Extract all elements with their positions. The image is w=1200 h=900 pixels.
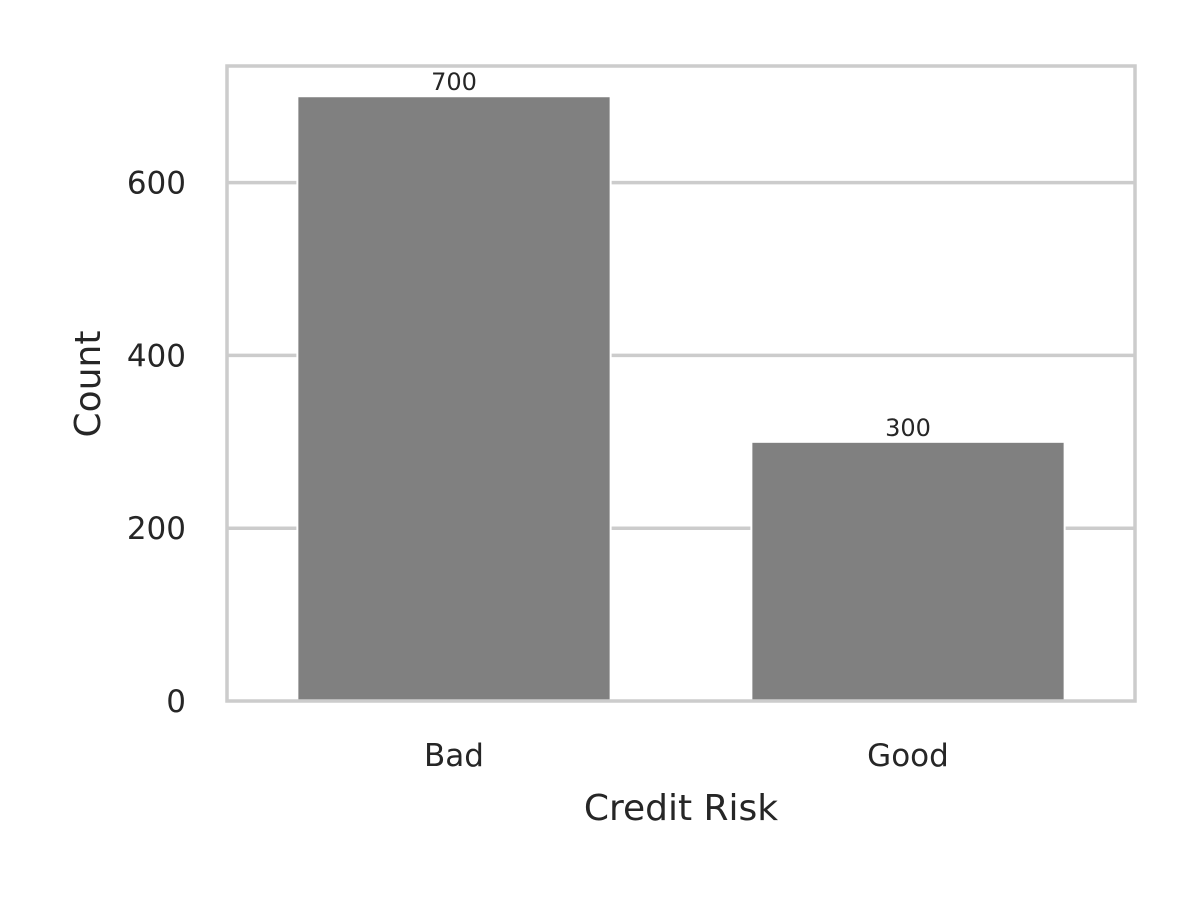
y-tick-label: 200 (127, 511, 186, 547)
data-label-good: 300 (885, 414, 931, 442)
y-tick-label: 600 (127, 166, 186, 202)
y-tick-label: 0 (166, 684, 186, 720)
x-tick-label-bad: Bad (424, 738, 484, 774)
x-axis-label: Credit Risk (584, 788, 778, 829)
y-axis-label: Count (68, 331, 109, 438)
plot-frame (225, 64, 1137, 703)
bar-good (750, 440, 1066, 702)
bars (296, 95, 1066, 702)
x-tick-labels: Bad Good (424, 738, 949, 774)
x-tick-label-good: Good (867, 738, 949, 774)
plot-frame-border (225, 64, 1137, 703)
y-tick-label: 400 (127, 338, 186, 374)
data-labels: 700 300 (431, 68, 931, 442)
y-tick-labels: 0 200 400 600 (127, 166, 186, 720)
data-label-bad: 700 (431, 68, 477, 96)
bar-bad (296, 95, 612, 702)
